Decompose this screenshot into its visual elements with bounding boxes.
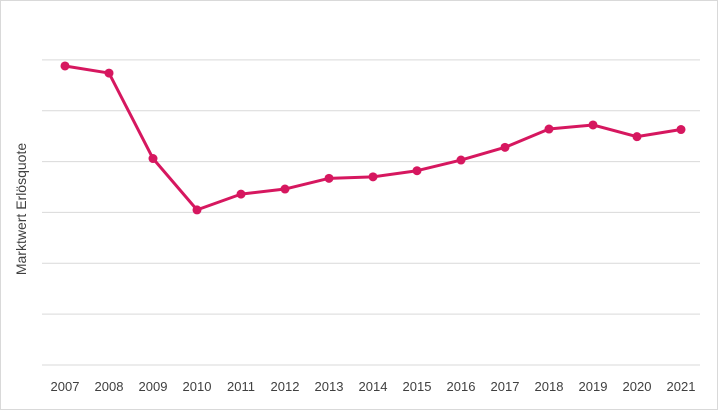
x-tick-label: 2016 xyxy=(447,379,476,394)
data-point[interactable] xyxy=(632,132,642,142)
data-point[interactable] xyxy=(192,205,202,215)
x-tick-label: 2009 xyxy=(139,379,168,394)
x-tick-label: 2013 xyxy=(315,379,344,394)
x-tick-label: 2011 xyxy=(227,379,255,394)
x-tick-label: 2020 xyxy=(623,379,652,394)
x-tick-label: 2012 xyxy=(271,379,300,394)
data-point[interactable] xyxy=(324,173,334,183)
data-point[interactable] xyxy=(588,120,598,130)
data-point[interactable] xyxy=(500,142,510,152)
x-tick-label: 2021 xyxy=(667,379,696,394)
y-axis-label: Marktwert Erlösquote xyxy=(13,143,29,275)
x-tick-label: 2015 xyxy=(403,379,432,394)
data-point[interactable] xyxy=(676,125,686,135)
series-line xyxy=(63,64,683,212)
x-tick-label: 2014 xyxy=(359,379,388,394)
x-tick-label: 2019 xyxy=(579,379,608,394)
x-tick-label: 2010 xyxy=(183,379,212,394)
data-point[interactable] xyxy=(412,166,422,176)
data-point[interactable] xyxy=(368,172,378,182)
series-group xyxy=(60,61,686,215)
data-point[interactable] xyxy=(60,61,70,71)
data-point[interactable] xyxy=(456,155,466,165)
gridlines xyxy=(42,59,700,366)
x-tick-labels: 2007 2008 2009 2010 2011 2012 2013 2014 2015 2016… xyxy=(51,379,696,394)
data-point[interactable] xyxy=(280,184,290,194)
x-tick-label: 2017 xyxy=(491,379,520,394)
data-point[interactable] xyxy=(148,154,158,164)
x-tick-label: 2007 xyxy=(51,379,80,394)
data-point[interactable] xyxy=(544,124,554,134)
x-tick-label: 2008 xyxy=(95,379,124,394)
data-point[interactable] xyxy=(236,189,246,199)
data-point[interactable] xyxy=(104,68,114,78)
x-tick-label: 2018 xyxy=(535,379,564,394)
